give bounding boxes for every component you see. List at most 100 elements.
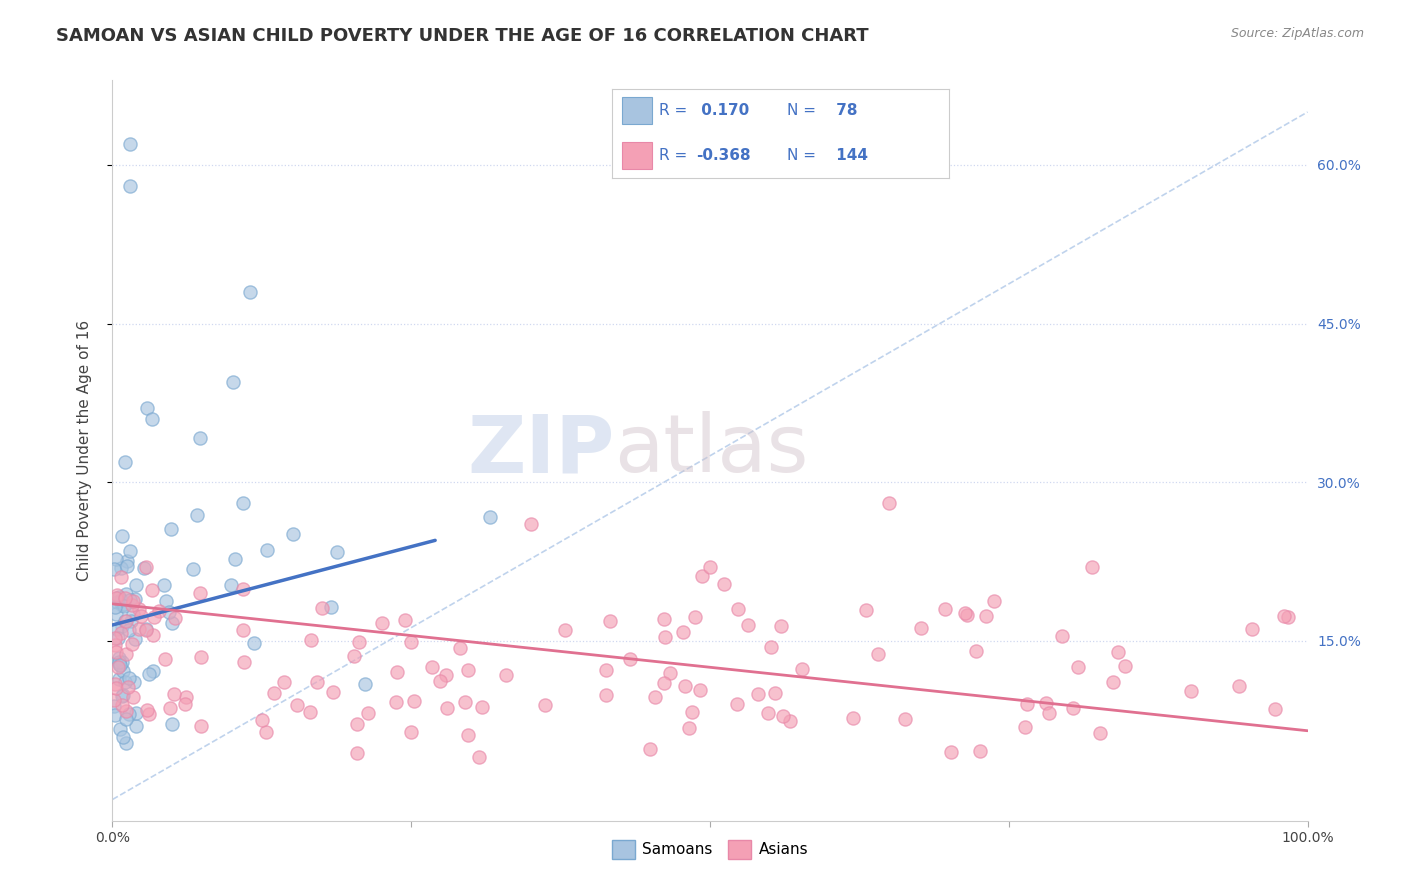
Text: 144: 144 xyxy=(831,148,868,162)
Point xyxy=(243,635,266,649)
Point xyxy=(371,616,394,631)
Point xyxy=(346,716,368,731)
Point xyxy=(162,717,183,731)
Point xyxy=(122,594,145,608)
Point xyxy=(190,431,212,445)
Point xyxy=(107,631,129,645)
Point xyxy=(115,558,138,573)
Point xyxy=(138,667,160,681)
Point xyxy=(190,650,212,665)
Point xyxy=(976,609,998,624)
Point xyxy=(124,592,146,607)
Point xyxy=(346,746,368,760)
Point xyxy=(219,578,242,592)
Point xyxy=(115,586,138,600)
Point xyxy=(343,649,366,664)
Point xyxy=(157,605,180,619)
Point xyxy=(534,698,557,713)
Point xyxy=(285,698,308,713)
Point xyxy=(1017,697,1039,711)
Point xyxy=(118,623,141,637)
Point xyxy=(108,591,131,605)
Point xyxy=(115,704,138,718)
Point xyxy=(955,607,977,622)
Point xyxy=(953,606,976,620)
Text: N =: N = xyxy=(787,148,815,162)
Point xyxy=(135,560,157,574)
Point xyxy=(322,684,344,698)
Point xyxy=(934,602,956,616)
Point xyxy=(104,681,127,695)
Point xyxy=(1277,610,1299,624)
Point xyxy=(763,686,786,700)
Point xyxy=(855,603,877,617)
Point xyxy=(252,714,274,728)
Point xyxy=(165,611,187,625)
Point xyxy=(239,285,262,299)
Point xyxy=(747,687,769,701)
Point xyxy=(841,711,863,725)
Point xyxy=(155,594,177,608)
Point xyxy=(595,663,617,677)
Point xyxy=(1088,725,1111,739)
Point xyxy=(385,665,408,680)
Point xyxy=(479,510,502,524)
Point xyxy=(105,595,128,609)
Point xyxy=(148,604,170,618)
Point xyxy=(434,668,457,682)
Point xyxy=(457,664,479,678)
Point xyxy=(186,508,208,522)
Point xyxy=(181,561,204,575)
Point xyxy=(111,598,134,612)
Point xyxy=(520,517,543,532)
Point xyxy=(1272,609,1295,624)
Point xyxy=(114,712,136,726)
Point xyxy=(163,687,186,701)
Point xyxy=(866,647,889,661)
Point xyxy=(232,582,254,596)
Point xyxy=(136,703,159,717)
Point xyxy=(104,591,127,605)
Point xyxy=(174,698,197,712)
Point xyxy=(111,664,134,678)
Point xyxy=(357,706,380,720)
Point xyxy=(311,600,333,615)
Point xyxy=(1038,706,1060,721)
Text: N =: N = xyxy=(787,103,815,118)
Point xyxy=(135,401,157,415)
Point xyxy=(110,561,132,575)
Point xyxy=(893,712,915,726)
Point xyxy=(114,647,136,661)
Point xyxy=(457,728,479,742)
Point xyxy=(118,672,141,686)
Point xyxy=(983,594,1005,608)
Text: 0.170: 0.170 xyxy=(696,103,749,118)
Point xyxy=(115,614,138,628)
Point xyxy=(124,706,146,720)
Point xyxy=(142,610,165,624)
Point xyxy=(138,706,160,721)
Text: R =: R = xyxy=(659,103,688,118)
Text: 78: 78 xyxy=(831,103,858,118)
Point xyxy=(1114,658,1136,673)
Point xyxy=(104,638,127,652)
Bar xyxy=(621,142,652,169)
Point xyxy=(124,632,146,646)
Point xyxy=(326,545,349,559)
Point xyxy=(115,736,138,750)
Point xyxy=(233,655,256,669)
Point xyxy=(103,698,125,713)
Point xyxy=(125,578,148,592)
Point xyxy=(129,608,152,623)
Point xyxy=(111,689,134,703)
Point xyxy=(142,665,165,679)
Point xyxy=(769,619,792,633)
Point xyxy=(910,621,932,635)
Point xyxy=(103,631,125,645)
Point xyxy=(658,666,681,681)
Point xyxy=(160,522,183,536)
Point xyxy=(107,651,129,665)
Point xyxy=(422,660,444,674)
Point xyxy=(104,607,127,621)
Point xyxy=(256,543,278,558)
